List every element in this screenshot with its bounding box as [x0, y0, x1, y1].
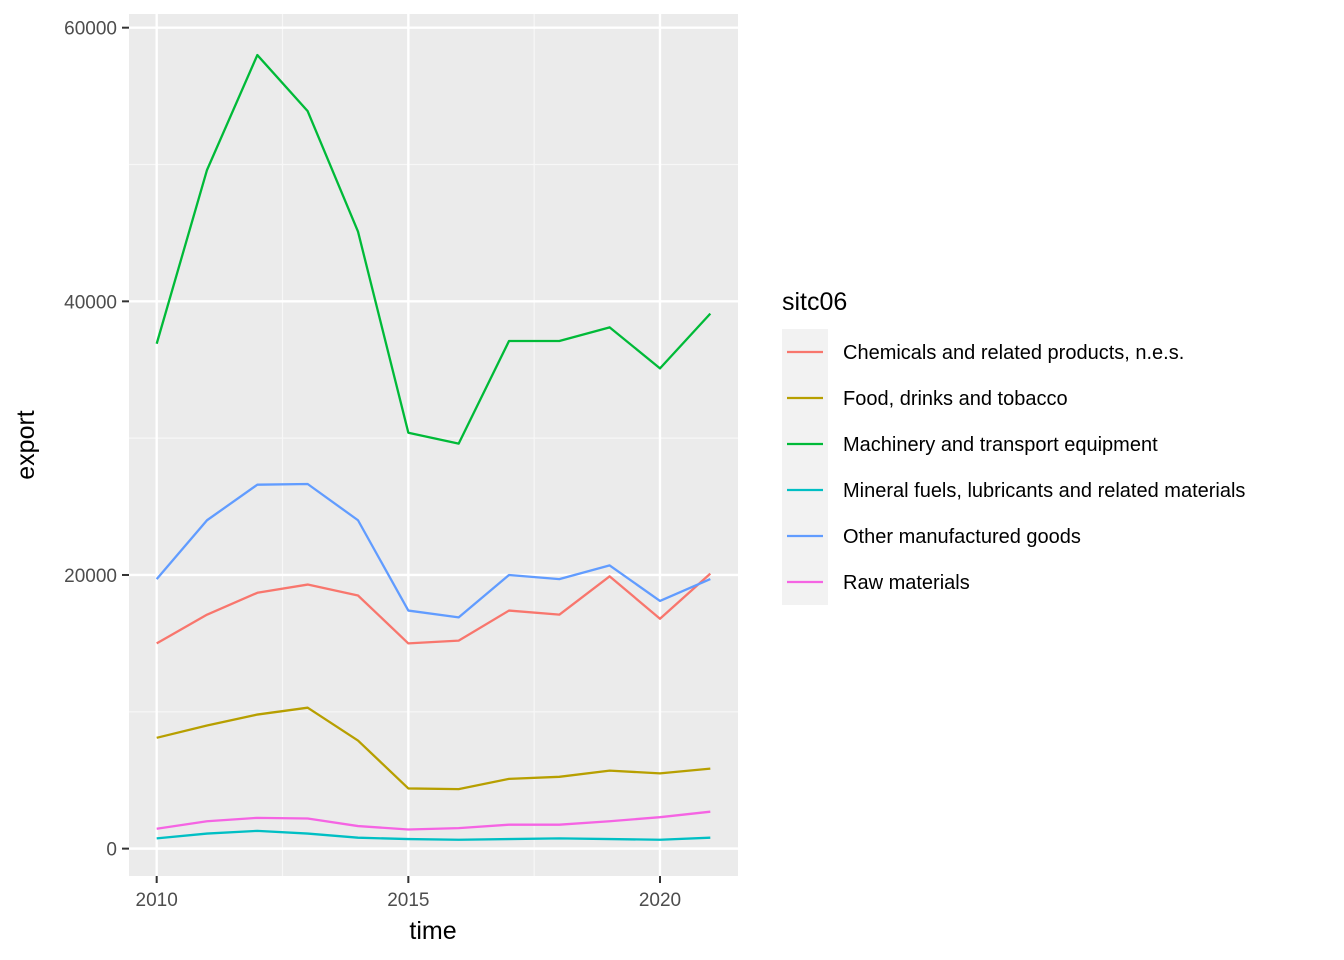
x-axis-title: time — [409, 917, 456, 945]
x-tick-label: 2020 — [639, 890, 681, 911]
y-axis-title: export — [12, 410, 40, 480]
series-line-4 — [156, 829, 711, 841]
x-tick-label: 2015 — [387, 890, 429, 911]
y-axis: 0 20000 40000 60000 — [64, 19, 129, 861]
legend: sitc06 Chemicals and related products, n… — [782, 288, 1245, 605]
legend-label: Machinery and transport equipment — [843, 434, 1158, 456]
major-gridlines — [129, 14, 738, 876]
legend-items: Chemicals and related products, n.e.s. Fo… — [787, 342, 1245, 594]
y-tick-label: 40000 — [64, 292, 117, 313]
y-tick-label: 60000 — [64, 19, 117, 40]
panel-background — [129, 14, 738, 876]
legend-key-background — [782, 329, 828, 605]
series-line-6 — [156, 810, 711, 831]
series-lines — [155, 53, 712, 841]
legend-label: Food, drinks and tobacco — [843, 388, 1068, 410]
series-line-3 — [155, 53, 712, 445]
series-line-5 — [155, 482, 711, 619]
x-axis: 2010 2015 2020 — [136, 876, 681, 911]
legend-title: sitc06 — [782, 288, 847, 316]
legend-label: Mineral fuels, lubricants and related ma… — [843, 480, 1245, 502]
y-tick-label: 20000 — [64, 566, 117, 587]
series-line-2 — [156, 706, 711, 791]
legend-label: Chemicals and related products, n.e.s. — [843, 342, 1184, 364]
minor-gridlines — [129, 14, 738, 876]
legend-label: Raw materials — [843, 572, 970, 594]
y-tick-label: 0 — [106, 840, 117, 861]
legend-label: Other manufactured goods — [843, 526, 1081, 548]
series-line-1 — [156, 572, 712, 645]
x-tick-label: 2010 — [136, 890, 178, 911]
